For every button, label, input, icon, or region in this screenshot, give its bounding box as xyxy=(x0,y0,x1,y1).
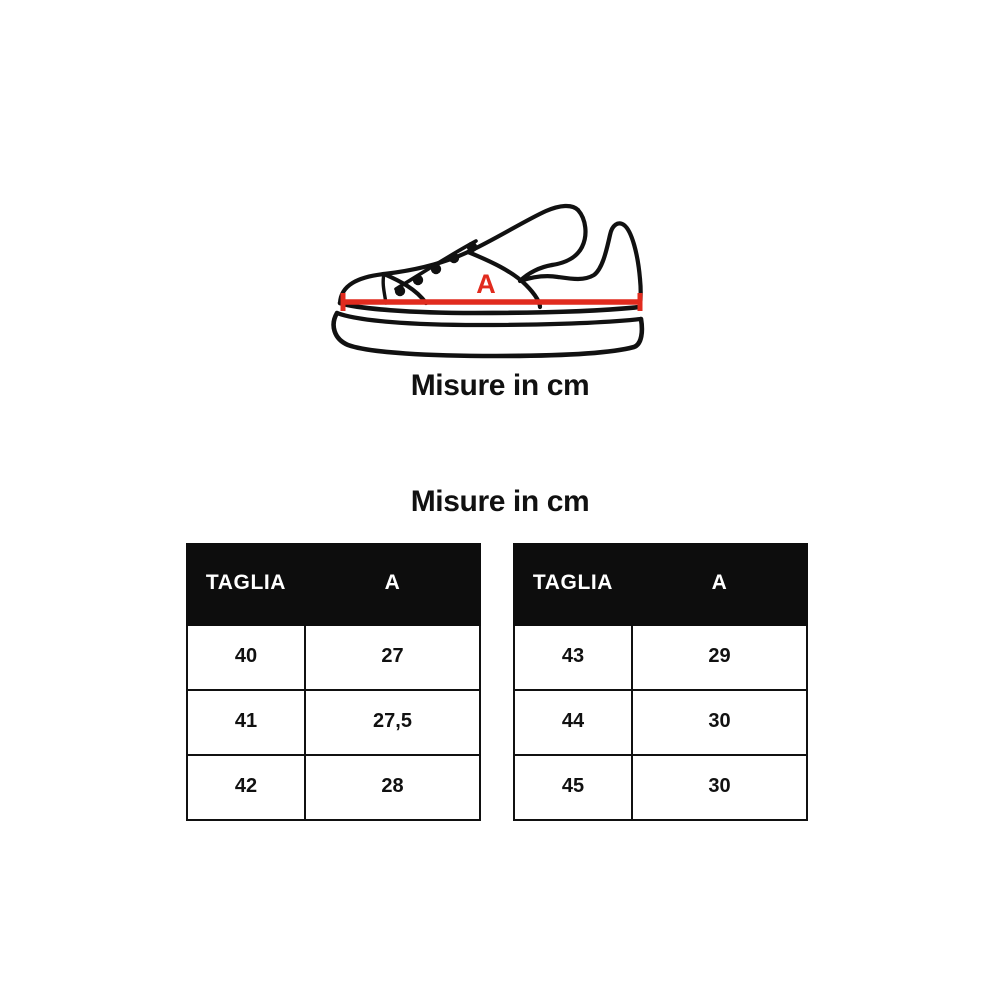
lace-eyelets-icon xyxy=(394,241,478,297)
table-row: 42 28 xyxy=(186,754,482,821)
table-row: 40 27 xyxy=(186,624,482,691)
column-header-taglia: TAGLIA xyxy=(186,543,306,626)
cell-measure-a: 29 xyxy=(630,624,809,691)
size-table-right-head: TAGLIA A xyxy=(513,543,809,626)
column-header-a: A xyxy=(303,543,482,626)
diagram-caption: Misure in cm xyxy=(410,369,590,402)
size-tables-container: TAGLIA A 40 27 41 27,5 42 28 xyxy=(186,543,809,821)
cell-size: 42 xyxy=(186,754,306,821)
cell-measure-a: 27 xyxy=(303,624,482,691)
table-row: 45 30 xyxy=(513,754,809,821)
cell-size: 45 xyxy=(513,754,633,821)
cell-size: 43 xyxy=(513,624,633,691)
size-table-right-body: 43 29 44 30 45 30 xyxy=(513,624,809,821)
cell-size: 44 xyxy=(513,689,633,756)
table-header-row: TAGLIA A xyxy=(186,543,482,626)
column-header-a: A xyxy=(630,543,809,626)
cell-measure-a: 27,5 xyxy=(303,689,482,756)
measure-label-a: A xyxy=(476,269,496,299)
cell-measure-a: 30 xyxy=(630,754,809,821)
cell-size: 40 xyxy=(186,624,306,691)
measure-line-a xyxy=(340,293,643,311)
size-table-right: TAGLIA A 43 29 44 30 45 30 xyxy=(513,543,809,821)
column-header-taglia: TAGLIA xyxy=(513,543,633,626)
table-row: 41 27,5 xyxy=(186,689,482,756)
table-row: 44 30 xyxy=(513,689,809,756)
sneaker-side-view-icon: A xyxy=(331,203,645,359)
shoe-diagram: A xyxy=(0,185,1000,365)
table-row: 43 29 xyxy=(513,624,809,691)
cell-measure-a: 30 xyxy=(630,689,809,756)
table-header-row: TAGLIA A xyxy=(513,543,809,626)
size-table-left: TAGLIA A 40 27 41 27,5 42 28 xyxy=(186,543,482,821)
size-table-left-head: TAGLIA A xyxy=(186,543,482,626)
cell-measure-a: 28 xyxy=(303,754,482,821)
tables-caption: Misure in cm xyxy=(410,485,590,518)
cell-size: 41 xyxy=(186,689,306,756)
size-table-left-body: 40 27 41 27,5 42 28 xyxy=(186,624,482,821)
